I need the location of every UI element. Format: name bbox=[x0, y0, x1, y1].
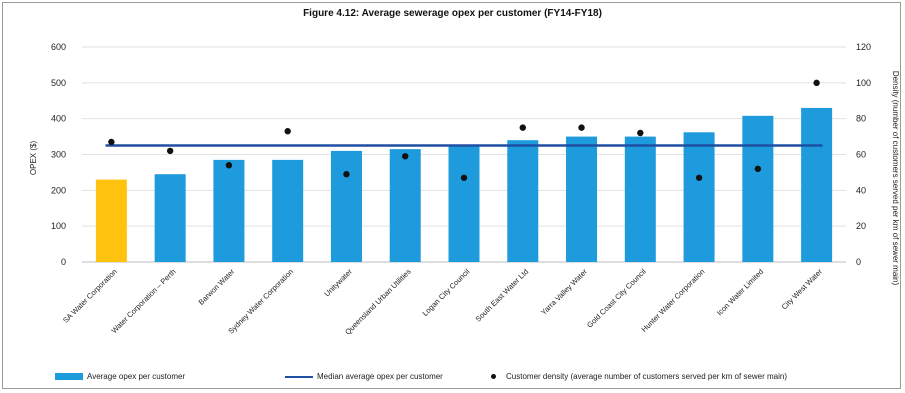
density-point bbox=[578, 124, 585, 131]
density-points bbox=[108, 79, 820, 181]
density-point bbox=[754, 165, 762, 173]
density-point bbox=[402, 153, 409, 160]
legend-dot-label: Customer density (average number of cust… bbox=[506, 372, 787, 381]
density-point bbox=[519, 124, 526, 131]
category-label: Unitywater bbox=[322, 267, 354, 299]
bar bbox=[95, 179, 127, 262]
density-point bbox=[225, 162, 233, 169]
category-label: Barwon Water bbox=[197, 267, 237, 307]
legend-line-swatch bbox=[285, 375, 313, 378]
y2-tick-label: 100 bbox=[856, 78, 871, 88]
legend-line-label: Median average opex per customer bbox=[317, 372, 443, 381]
density-point bbox=[695, 174, 703, 181]
density-point bbox=[637, 129, 644, 137]
density-point bbox=[343, 171, 350, 178]
density-point bbox=[108, 138, 115, 146]
y-tick-label: 100 bbox=[51, 221, 66, 231]
y2-tick-label: 20 bbox=[856, 221, 866, 231]
y-axis-title: OPEX ($) bbox=[29, 141, 38, 176]
bar bbox=[683, 132, 715, 262]
category-label: Water Corporation – Perth bbox=[109, 267, 177, 335]
y2-axis-title: Density (number of customers served per … bbox=[891, 71, 900, 286]
legend: Average opex per customer Median average… bbox=[55, 372, 900, 386]
category-label: Icon Water Limited bbox=[715, 267, 765, 317]
y2-tick-label: 120 bbox=[856, 42, 871, 52]
bar bbox=[448, 145, 480, 262]
y2-tick-label: 0 bbox=[856, 257, 861, 267]
density-point bbox=[166, 147, 174, 155]
y-tick-label: 0 bbox=[61, 257, 66, 267]
legend-bar-label: Average opex per customer bbox=[87, 372, 186, 381]
legend-bar-swatch bbox=[55, 373, 83, 380]
category-label: Yarra Valley Water bbox=[539, 267, 589, 317]
left-axis-ticks: 0 100 200 300 400 500 600 bbox=[51, 42, 66, 267]
bar bbox=[154, 174, 186, 262]
legend-item-dot: Customer density (average number of cust… bbox=[485, 372, 787, 381]
bar bbox=[742, 115, 774, 262]
category-label: SA Water Corporation bbox=[61, 267, 119, 325]
category-label: Queensland Urban Utilities bbox=[343, 267, 413, 337]
bar bbox=[272, 159, 304, 262]
category-label: South East Water Ltd bbox=[474, 267, 531, 324]
bar bbox=[566, 136, 598, 262]
bar bbox=[213, 159, 245, 262]
y-tick-label: 200 bbox=[51, 185, 66, 195]
bar bbox=[389, 149, 421, 262]
y-tick-label: 500 bbox=[51, 78, 66, 88]
bar bbox=[624, 136, 656, 262]
y-tick-label: 300 bbox=[51, 150, 66, 160]
category-label: Sydney Water Corporation bbox=[226, 267, 295, 336]
category-label: Gold Coast City Council bbox=[585, 267, 648, 330]
y-tick-label: 400 bbox=[51, 114, 66, 124]
category-label: City West Water bbox=[780, 267, 825, 312]
bar bbox=[801, 107, 833, 263]
y-tick-label: 600 bbox=[51, 42, 66, 52]
density-point bbox=[284, 128, 291, 135]
bar bbox=[330, 150, 362, 262]
right-axis-ticks: 0 20 40 60 80 100 120 bbox=[856, 42, 871, 267]
category-label: Hunter Water Corporation bbox=[640, 267, 707, 334]
legend-dot-swatch bbox=[491, 374, 496, 379]
legend-item-line: Median average opex per customer bbox=[285, 372, 443, 381]
bar bbox=[507, 140, 539, 262]
y2-tick-label: 60 bbox=[856, 150, 866, 160]
y2-tick-label: 40 bbox=[856, 185, 866, 195]
legend-item-bar: Average opex per customer bbox=[55, 372, 185, 381]
bars bbox=[95, 107, 833, 263]
chart-title: Figure 4.12: Average sewerage opex per c… bbox=[303, 8, 602, 19]
density-point bbox=[460, 174, 468, 181]
y2-tick-label: 80 bbox=[856, 114, 866, 124]
category-label: Logan City Council bbox=[421, 267, 472, 318]
density-point bbox=[813, 79, 820, 87]
